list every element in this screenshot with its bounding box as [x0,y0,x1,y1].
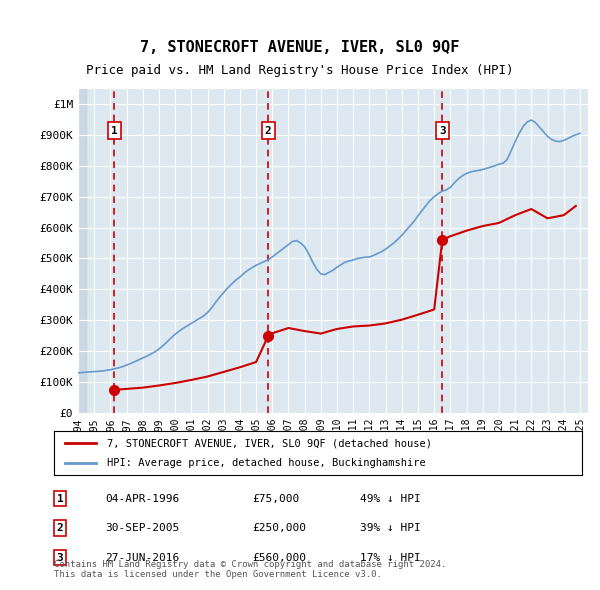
Text: 1: 1 [111,126,118,136]
Text: 27-JUN-2016: 27-JUN-2016 [105,553,179,562]
Text: 17% ↓ HPI: 17% ↓ HPI [360,553,421,562]
Text: 39% ↓ HPI: 39% ↓ HPI [360,523,421,533]
Text: Price paid vs. HM Land Registry's House Price Index (HPI): Price paid vs. HM Land Registry's House … [86,64,514,77]
Text: 7, STONECROFT AVENUE, IVER, SL0 9QF: 7, STONECROFT AVENUE, IVER, SL0 9QF [140,40,460,55]
Text: 04-APR-1996: 04-APR-1996 [105,494,179,503]
Text: 49% ↓ HPI: 49% ↓ HPI [360,494,421,503]
Text: £250,000: £250,000 [252,523,306,533]
Text: 1: 1 [56,494,64,503]
Text: 2: 2 [265,126,272,136]
Text: 7, STONECROFT AVENUE, IVER, SL0 9QF (detached house): 7, STONECROFT AVENUE, IVER, SL0 9QF (det… [107,438,432,448]
Text: 3: 3 [439,126,446,136]
Text: £75,000: £75,000 [252,494,299,503]
Text: £560,000: £560,000 [252,553,306,562]
Text: HPI: Average price, detached house, Buckinghamshire: HPI: Average price, detached house, Buck… [107,458,425,467]
Text: 3: 3 [56,553,64,562]
Text: 30-SEP-2005: 30-SEP-2005 [105,523,179,533]
Bar [78,88,86,413]
Text: Contains HM Land Registry data © Crown copyright and database right 2024.
This d: Contains HM Land Registry data © Crown c… [54,560,446,579]
Text: 2: 2 [56,523,64,533]
